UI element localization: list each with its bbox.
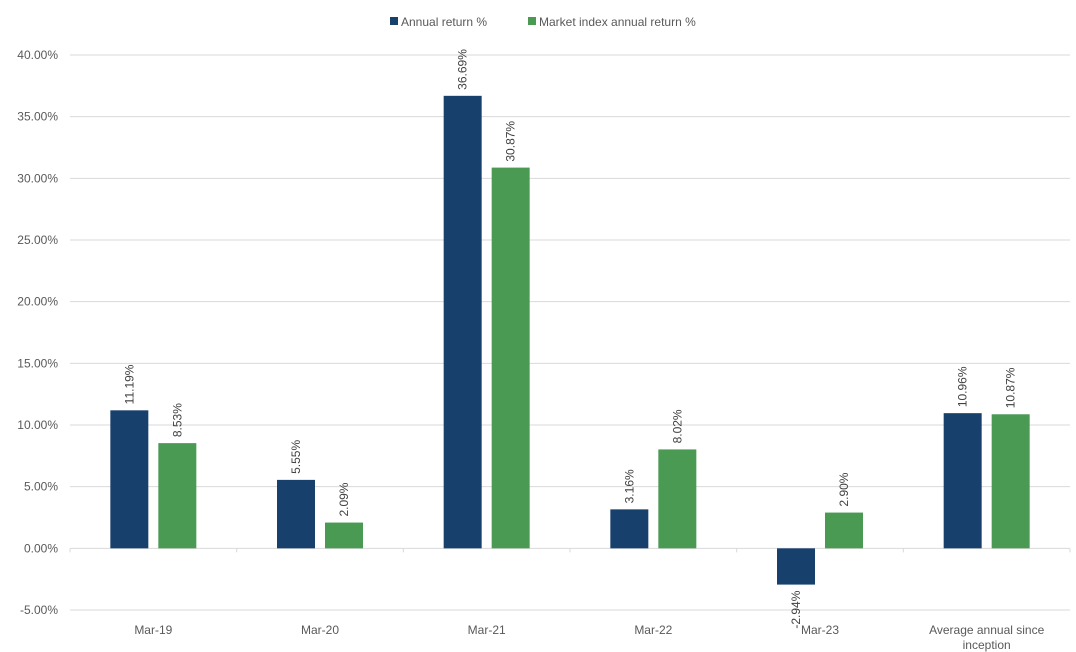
y-tick-label: 10.00%	[17, 418, 58, 432]
y-tick-label: 15.00%	[17, 356, 58, 370]
y-tick-label: 5.00%	[24, 480, 58, 494]
y-axis: -5.00% 0.00% 5.00% 10.00% 15.00% 20.00% 25.00%…	[17, 48, 58, 617]
data-label: 2.90%	[837, 472, 851, 506]
y-tick-label: 35.00%	[17, 110, 58, 124]
bar	[658, 449, 697, 549]
x-tick-label: Mar-20	[301, 623, 339, 637]
data-label: 2.09%	[337, 482, 351, 516]
bar	[610, 509, 649, 549]
bar	[325, 522, 363, 549]
legend: Annual return % Market index annual retur…	[390, 15, 696, 29]
legend-label: Annual return %	[401, 15, 487, 29]
bar	[991, 414, 1030, 549]
y-tick-label: 20.00%	[17, 295, 58, 309]
x-tick-label: Mar-23	[801, 623, 839, 637]
data-label: -2.94%	[789, 590, 803, 628]
legend-swatch	[390, 17, 398, 25]
bar	[277, 479, 315, 549]
y-tick-label: 0.00%	[24, 541, 58, 555]
bars	[110, 95, 1030, 585]
bar	[158, 443, 197, 549]
data-label: 36.69%	[456, 49, 470, 90]
x-axis: Mar-19 Mar-20 Mar-21 Mar-22 Mar-23 Average an…	[69, 548, 1071, 652]
data-label: 11.19%	[122, 364, 136, 404]
x-tick-label: Average annual since inception	[929, 623, 1045, 652]
data-label: 5.55%	[289, 440, 303, 474]
y-tick-label: 40.00%	[17, 48, 58, 62]
data-label: 10.96%	[956, 366, 970, 407]
bar	[777, 548, 815, 585]
legend-label: Market index annual return %	[539, 15, 696, 29]
y-tick-label: -5.00%	[20, 603, 58, 617]
y-tick-label: 30.00%	[17, 171, 58, 185]
data-label: 3.16%	[622, 469, 636, 503]
bar	[943, 413, 982, 549]
legend-swatch	[528, 17, 536, 25]
data-label: 10.87%	[1004, 367, 1018, 408]
data-label: 8.53%	[170, 403, 184, 437]
x-tick-label: Mar-21	[468, 623, 506, 637]
x-tick-label: Mar-19	[134, 623, 172, 637]
data-label: 8.02%	[670, 409, 684, 443]
x-tick-label: Mar-22	[634, 623, 672, 637]
bar	[491, 167, 530, 549]
bar	[110, 410, 149, 549]
data-label: 30.87%	[504, 121, 518, 162]
y-tick-label: 25.00%	[17, 233, 58, 247]
data-labels: 11.19% 5.55% 36.69% 3.16% -2.94% 10.96% 8.53% 2…	[122, 49, 1017, 629]
bar	[825, 512, 863, 549]
gridlines	[70, 54, 1070, 611]
bar	[443, 95, 482, 549]
